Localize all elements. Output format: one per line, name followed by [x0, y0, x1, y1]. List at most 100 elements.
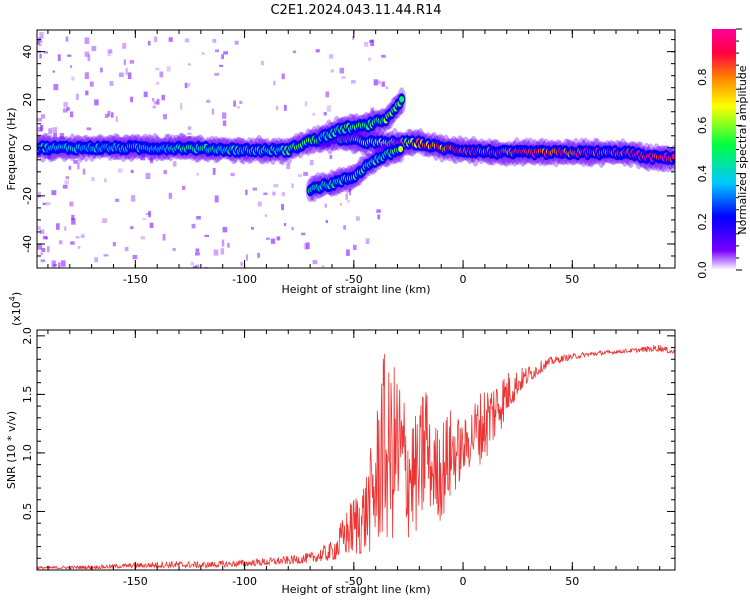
y-tick-label: -20 — [21, 187, 34, 205]
noise-speckle — [321, 265, 325, 268]
snr-frame — [36, 329, 676, 571]
noise-speckle — [252, 187, 258, 191]
noise-speckle — [265, 237, 270, 240]
noise-speckle — [125, 68, 128, 75]
noise-speckle — [145, 213, 150, 216]
noise-speckle — [159, 71, 164, 78]
noise-speckle — [281, 191, 286, 197]
noise-speckle — [51, 260, 56, 268]
noise-speckle — [305, 242, 310, 250]
noise-speckle — [149, 222, 154, 229]
noise-speckle — [234, 40, 239, 45]
noise-speckle — [194, 252, 200, 256]
noise-speckle — [85, 90, 89, 96]
noise-speckle — [38, 191, 41, 199]
noise-speckle — [39, 32, 44, 39]
noise-speckle — [192, 265, 197, 268]
noise-speckle — [91, 176, 95, 182]
noise-speckle — [260, 60, 264, 66]
x-tick-label: -50 — [345, 575, 363, 588]
y-tick-label: 20 — [21, 93, 34, 107]
noise-speckle — [309, 159, 314, 166]
noise-speckle — [168, 37, 173, 42]
noise-speckle — [365, 238, 370, 244]
noise-speckle — [227, 242, 230, 248]
noise-speckle — [339, 203, 343, 206]
noise-speckle — [251, 227, 254, 230]
y-tick-label: 0 — [21, 144, 34, 151]
x-tick-label: -150 — [123, 273, 148, 286]
noise-speckle — [43, 51, 49, 54]
colorbar-tick-label: 0.0 — [696, 261, 709, 279]
noise-speckle — [132, 254, 138, 260]
x-tick-label: -50 — [345, 273, 363, 286]
noise-speckle — [172, 161, 177, 167]
noise-speckle — [65, 176, 70, 180]
noise-speckle — [127, 72, 132, 79]
noise-speckle — [89, 81, 94, 87]
noise-speckle — [37, 226, 41, 230]
noise-speckle — [48, 128, 52, 135]
noise-speckle — [239, 100, 243, 104]
noise-speckle — [166, 66, 171, 72]
upper-branch-core — [399, 96, 405, 103]
noise-speckle — [37, 118, 43, 122]
noise-speckle — [162, 233, 166, 241]
noise-speckle — [184, 38, 190, 43]
spectrogram-frame — [36, 29, 676, 269]
noise-speckle — [345, 193, 348, 200]
noise-speckle — [107, 53, 112, 57]
main-band-core — [671, 153, 675, 160]
noise-speckle — [91, 45, 97, 52]
noise-speckle — [45, 202, 51, 206]
spectrogram-panel: -150 -100 -50 0 50 -40 -20 0 20 40 Height of stra… — [5, 29, 676, 296]
noise-speckle — [62, 184, 68, 189]
noise-speckle — [221, 54, 224, 60]
noise-speckle — [191, 223, 196, 229]
noise-speckle — [142, 217, 147, 220]
noise-speckle — [206, 99, 211, 103]
noise-speckle — [264, 214, 268, 217]
noise-speckle — [130, 169, 134, 174]
noise-speckle — [220, 248, 225, 255]
noise-speckle — [163, 114, 168, 120]
noise-speckle — [212, 38, 217, 43]
noise-speckle — [40, 114, 46, 119]
colorbar-tick-label: 0.2 — [696, 213, 709, 231]
noise-speckle — [103, 254, 109, 257]
y-tick-label: 2.0 — [21, 327, 34, 345]
noise-speckle — [58, 262, 61, 268]
colorbar-ticks: 0.0 0.2 0.4 0.6 0.8 — [696, 28, 742, 279]
noise-speckle — [39, 53, 42, 59]
x-tick-label: 0 — [460, 575, 467, 588]
noise-speckle — [330, 69, 334, 73]
noise-speckle — [77, 162, 80, 170]
noise-speckle — [156, 98, 160, 105]
noise-speckle — [103, 178, 107, 183]
colorbar-gradient — [712, 29, 736, 270]
noise-speckle — [73, 160, 78, 164]
noise-speckle — [41, 247, 46, 253]
noise-speckle — [370, 39, 375, 47]
spectrogram-ylabel: Frequency (Hz) — [5, 108, 18, 191]
noise-speckle — [273, 183, 279, 188]
snr-multiplier: (x104) — [8, 292, 23, 326]
noise-speckle — [63, 102, 68, 108]
y-tick-label: -40 — [21, 235, 34, 253]
noise-speckle — [326, 105, 332, 112]
y-tick-label: 1.5 — [21, 386, 34, 404]
noise-speckle — [68, 165, 72, 170]
noise-speckle — [46, 246, 50, 253]
noise-speckle — [312, 112, 316, 116]
colorbar: 0.0 0.2 0.4 0.6 0.8 Normalized spectral ampl… — [696, 28, 749, 279]
figure-title: C2E1.2024.043.11.44.R14 — [270, 3, 441, 18]
noise-speckle — [77, 246, 81, 249]
noise-speckle — [82, 168, 86, 175]
noise-speckle — [66, 107, 70, 111]
noise-speckle — [150, 157, 154, 164]
snr-axes: -150 -100 -50 0 50 0.5 1.0 1.5 2.0 — [21, 327, 675, 588]
noise-speckle — [39, 229, 45, 235]
noise-speckle — [339, 117, 344, 123]
noise-speckle — [363, 41, 369, 47]
